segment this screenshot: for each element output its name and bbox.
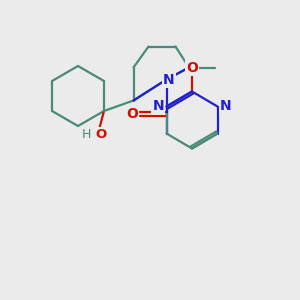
Text: O: O xyxy=(186,61,198,74)
Text: H: H xyxy=(82,128,92,142)
Text: N: N xyxy=(152,100,164,113)
Text: N: N xyxy=(220,100,232,113)
Text: N: N xyxy=(163,73,175,86)
Text: O: O xyxy=(126,107,138,121)
Text: O: O xyxy=(95,128,106,142)
